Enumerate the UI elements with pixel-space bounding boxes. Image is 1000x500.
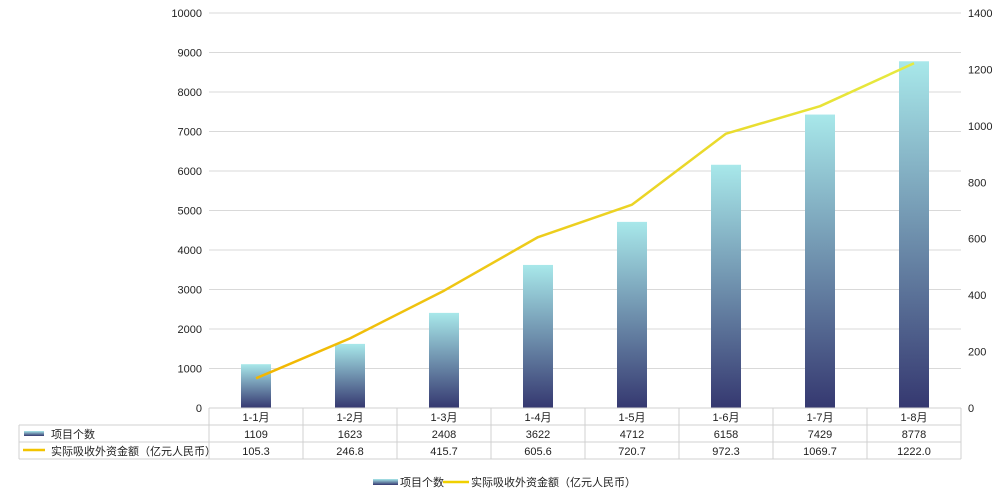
- bar-value-cell: 8778: [902, 429, 926, 441]
- bar: [617, 221, 647, 408]
- y-right-tick-label: 400: [968, 290, 986, 302]
- legend-label: 实际吸收外资金额（亿元人民币）: [471, 475, 636, 489]
- table-series-name: 项目个数: [51, 428, 95, 441]
- category-label: 1-5月: [619, 412, 646, 424]
- bar: [523, 264, 553, 408]
- y-left-tick-label: 5000: [178, 206, 202, 218]
- data-table: 1-1月 1109 105.3 1-2月 1623 246.8 1-3月 2408 415.7 1…: [18, 407, 962, 460]
- line-value-cell: 1069.7: [803, 446, 837, 458]
- bar-value-cell: 2408: [432, 429, 456, 441]
- bar: [711, 164, 741, 408]
- line-value-cell: 972.3: [712, 446, 740, 458]
- y-left-tick-label: 8000: [178, 87, 202, 99]
- category-label: 1-6月: [713, 412, 740, 424]
- y-right-tick-label: 0: [968, 403, 974, 415]
- y-axis-right: 0 200 400 600 800 1000 1200 1400: [968, 8, 992, 415]
- bar-series: [241, 61, 929, 408]
- y-right-tick-label: 800: [968, 177, 986, 189]
- y-left-tick-label: 9000: [178, 48, 202, 60]
- y-left-tick-label: 10000: [171, 8, 202, 20]
- y-right-tick-label: 200: [968, 347, 986, 359]
- legend-label: 项目个数: [400, 476, 444, 489]
- bar: [241, 364, 271, 408]
- category-label: 1-3月: [431, 412, 458, 424]
- bar-value-cell: 7429: [808, 429, 832, 441]
- y-left-tick-label: 7000: [178, 127, 202, 139]
- gridlines: [209, 12, 961, 409]
- y-right-tick-label: 1400: [968, 8, 992, 20]
- bar-value-cell: 1109: [244, 429, 268, 441]
- line-value-cell: 1222.0: [897, 446, 931, 458]
- legend-bar-key: [373, 479, 398, 485]
- bar: [899, 61, 929, 408]
- y-left-tick-label: 6000: [178, 166, 202, 178]
- bar: [805, 114, 835, 408]
- line-value-cell: 105.3: [242, 446, 270, 458]
- bar-value-cell: 3622: [526, 429, 550, 441]
- line-value-cell: 415.7: [430, 446, 458, 458]
- line-value-cell: 720.7: [618, 446, 646, 458]
- bar: [429, 312, 459, 408]
- bar: [335, 343, 365, 408]
- bar-value-cell: 4712: [620, 429, 644, 441]
- bar-value-cell: 1623: [338, 429, 362, 441]
- y-right-tick-label: 1200: [968, 64, 992, 76]
- category-label: 1-1月: [243, 412, 270, 424]
- category-label: 1-4月: [525, 412, 552, 424]
- table-series-name: 实际吸收外资金额（亿元人民币）: [51, 444, 216, 458]
- y-left-tick-label: 0: [196, 403, 202, 415]
- line-value-cell: 246.8: [336, 446, 364, 458]
- category-label: 1-8月: [901, 412, 928, 424]
- line-series: [255, 62, 915, 380]
- bar-value-cell: 6158: [714, 429, 738, 441]
- y-left-tick-label: 3000: [178, 285, 202, 297]
- category-label: 1-7月: [807, 412, 834, 424]
- line-value-cell: 605.6: [524, 446, 552, 458]
- y-axis-left: 0 1000 2000 3000 4000 5000 6000 7000 8000 9000 100…: [171, 8, 202, 415]
- table-bar-key: [24, 431, 44, 436]
- y-left-tick-label: 1000: [178, 364, 202, 376]
- y-right-tick-label: 600: [968, 234, 986, 246]
- category-label: 1-2月: [337, 412, 364, 424]
- y-right-tick-label: 1000: [968, 121, 992, 133]
- y-left-tick-label: 2000: [178, 324, 202, 336]
- legend: 项目个数 实际吸收外资金额（亿元人民币）: [373, 475, 636, 489]
- y-left-tick-label: 4000: [178, 245, 202, 257]
- line-path: [255, 62, 915, 380]
